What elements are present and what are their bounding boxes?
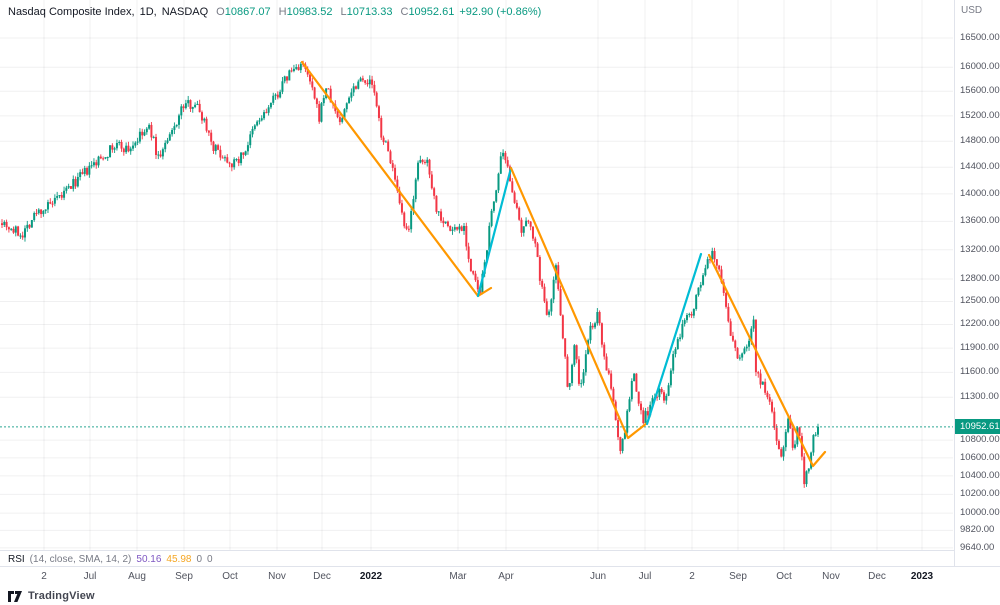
time-tick-label: Dec [313, 571, 331, 582]
current-price-label: 10952.61 [955, 419, 1000, 435]
trendline-3-orange[interactable] [509, 166, 649, 440]
change-value: +92.90 (+0.86%) [459, 6, 542, 18]
tradingview-logo-icon [8, 591, 22, 602]
price-tick-label: 9820.00 [960, 524, 995, 536]
trendline-2-cyan[interactable] [476, 166, 513, 298]
time-tick-label: Jul [83, 571, 97, 582]
price-tick-label: 11600.00 [960, 366, 999, 378]
pane-separator[interactable] [0, 550, 954, 551]
price-tick-label: 10000.00 [960, 507, 1000, 519]
price-tick-label: 9640.00 [960, 541, 995, 553]
price-tick-label: 13200.00 [960, 243, 1000, 255]
rsi-extra-value-1: 0 [196, 554, 203, 565]
symbol-legend: Nasdaq Composite Index, 1D, NASDAQ O1086… [8, 6, 541, 18]
currency-label: USD [961, 5, 983, 16]
close-value: 10952.61 [408, 6, 455, 18]
time-tick-label: Nov [822, 571, 840, 582]
low-letter: L [340, 6, 347, 18]
rsi-extra-value-2: 0 [207, 554, 213, 565]
time-tick-label: Sep [729, 571, 747, 582]
price-tick-label: 10600.00 [960, 451, 1000, 463]
open-letter: O [216, 6, 225, 18]
price-tick-label: 15600.00 [960, 85, 1000, 97]
price-tick-label: 14800.00 [960, 135, 1000, 147]
rsi-name[interactable]: RSI [8, 554, 25, 565]
price-tick-label: 10200.00 [960, 488, 1000, 500]
time-tick-label: Apr [498, 571, 514, 582]
price-tick-label: 16500.00 [960, 32, 1000, 44]
brand-text: TradingView [28, 590, 95, 602]
price-tick-label: 11300.00 [960, 391, 999, 403]
tradingview-logo[interactable]: TradingView [8, 588, 95, 604]
price-tick-label: 12500.00 [960, 295, 1000, 307]
interval-label[interactable]: 1D, [139, 6, 157, 18]
high-letter: H [278, 6, 287, 18]
time-tick-label: Mar [449, 571, 467, 582]
ohlc-low: L10713.33 [337, 6, 392, 18]
price-tick-label: 12800.00 [960, 272, 1000, 284]
time-tick-label: Nov [268, 571, 286, 582]
time-tick-label: Dec [868, 571, 886, 582]
time-tick-label: 2 [41, 571, 47, 582]
time-tick-label: 2022 [359, 571, 383, 582]
time-tick-label: 2 [689, 571, 695, 582]
trendline-5-orange[interactable] [707, 253, 827, 468]
exchange-label[interactable]: NASDAQ [161, 6, 209, 18]
price-tick-label: 12200.00 [960, 318, 1000, 330]
time-tick-label: Oct [222, 571, 238, 582]
price-tick-label: 10400.00 [960, 469, 1000, 481]
ohlc-open: O10867.07 [213, 6, 270, 18]
time-tick-label: Jun [589, 571, 607, 582]
time-tick-label: Sep [175, 571, 193, 582]
price-tick-label: 13600.00 [960, 215, 1000, 227]
close-letter: C [400, 6, 409, 18]
candle-series [1, 60, 819, 488]
symbol-title[interactable]: Nasdaq Composite Index, [8, 6, 135, 18]
rsi-ma-value: 45.98 [166, 554, 192, 565]
price-tick-label: 14400.00 [960, 161, 1000, 173]
time-tick-label: Oct [776, 571, 792, 582]
high-value: 10983.52 [286, 6, 333, 18]
price-tick-label: 11900.00 [960, 342, 999, 354]
time-tick-label: Jul [638, 571, 652, 582]
price-tick-label: 16000.00 [960, 61, 1000, 73]
open-value: 10867.07 [224, 6, 271, 18]
rsi-value: 50.16 [136, 554, 162, 565]
time-tick-label: 2023 [910, 571, 934, 582]
time-axis[interactable]: 2 Jul Aug Sep Oct Nov Dec 2022 Mar Apr Jun Jul 2 Sep O… [0, 566, 1000, 587]
price-tick-label: 14000.00 [960, 187, 1000, 199]
time-tick-label: Aug [128, 571, 146, 582]
low-value: 10713.33 [346, 6, 393, 18]
ohlc-close: C10952.61 [397, 6, 454, 18]
trendline-4-cyan[interactable] [645, 252, 703, 426]
grid [0, 0, 953, 550]
indicator-legend-rsi[interactable]: RSI (14, close, SMA, 14, 2) 50.16 45.98 … [8, 553, 213, 566]
chart-pane[interactable] [0, 0, 953, 550]
rsi-params: (14, close, SMA, 14, 2) [29, 554, 132, 565]
price-tick-label: 10800.00 [960, 434, 1000, 446]
ohlc-high: H10983.52 [276, 6, 333, 18]
price-tick-label: 15200.00 [960, 109, 1000, 121]
price-axis[interactable]: USD 16500.00 16000.00 15600.00 15200.00 1480… [954, 0, 1000, 566]
chart-canvas[interactable] [0, 0, 953, 550]
